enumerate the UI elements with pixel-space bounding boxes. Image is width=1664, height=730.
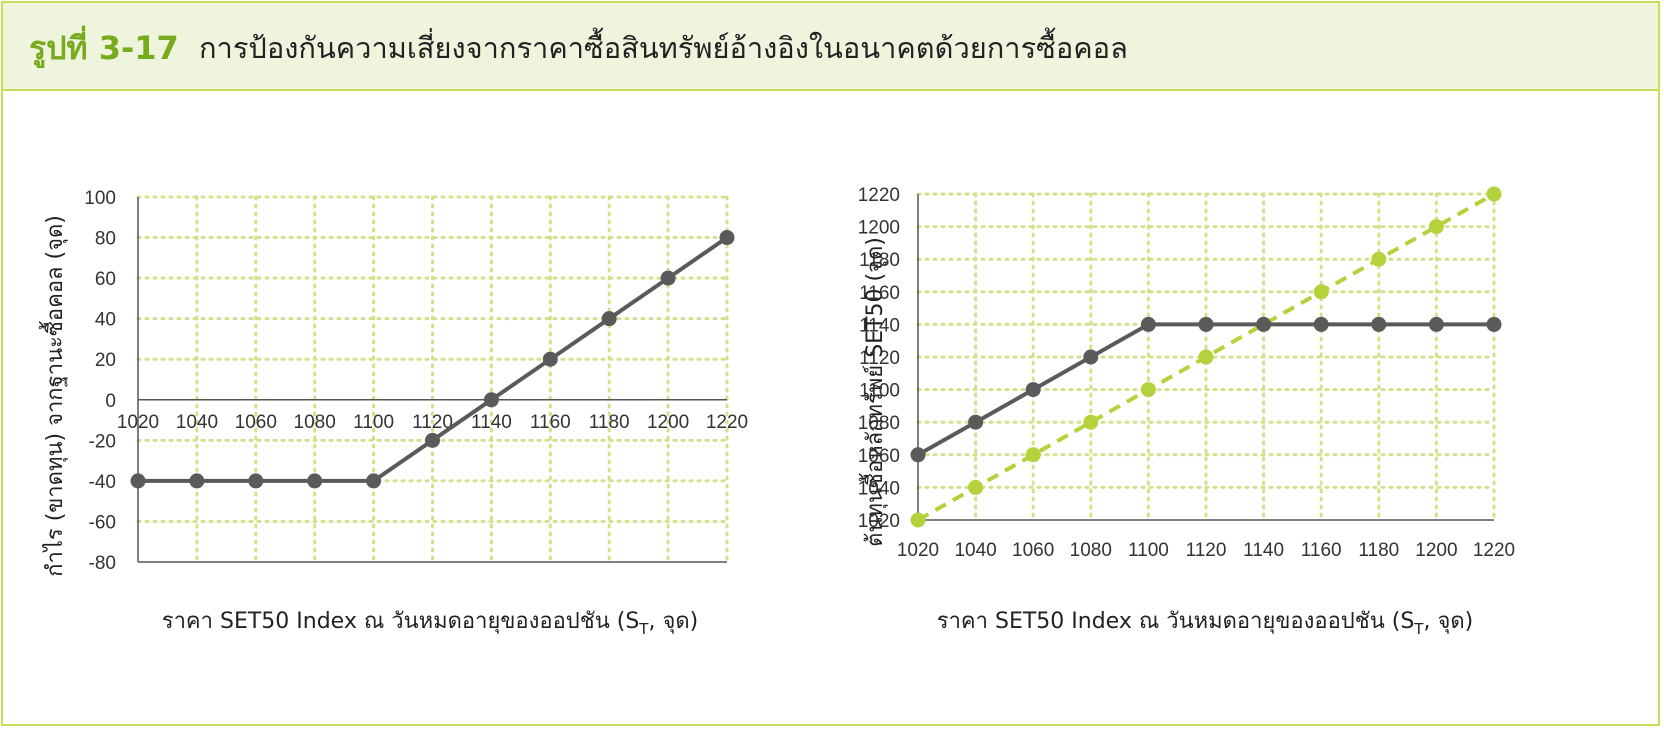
x-tick-label: 1080: [294, 412, 336, 433]
y-tick-label: 1220: [858, 185, 900, 206]
series-0-point: [1313, 316, 1329, 332]
x-tick-label: 1120: [412, 412, 453, 433]
x-tick-label: 1220: [706, 412, 748, 433]
x-tick-label: 1080: [1070, 540, 1112, 561]
series-0-point: [248, 473, 264, 489]
x-tick-label: 1200: [1415, 540, 1457, 561]
series-0-point: [910, 447, 926, 463]
y-tick-label: 1060: [858, 446, 900, 467]
y-tick-label: -60: [89, 512, 116, 533]
series-0-point: [1083, 349, 1099, 365]
y-tick-label: -40: [89, 472, 116, 493]
series-0-point: [1025, 382, 1041, 398]
x-tick-label: 1040: [176, 412, 218, 433]
chart-call-profit: ราคา SET50 Index ณ วันหมดอายุของออปชัน (…: [39, 188, 748, 638]
series-0-point: [1371, 316, 1387, 332]
y-tick-label: 60: [95, 269, 116, 290]
chart-right-xlabel: ราคา SET50 Index ณ วันหมดอายุของออปชัน (…: [937, 609, 1473, 638]
series-0-point: [719, 230, 735, 246]
series-0-point: [1256, 316, 1272, 332]
chart-left-xlabel: ราคา SET50 Index ณ วันหมดอายุของออปชัน (…: [162, 609, 698, 638]
series-1-point: [1428, 219, 1444, 235]
series-1-point: [1313, 284, 1329, 300]
y-tick-label: 80: [95, 229, 116, 250]
series-1-point: [1371, 251, 1387, 267]
y-tick-label: 1200: [858, 218, 900, 239]
chart-1-grid: [916, 192, 1496, 522]
series-0-point: [660, 270, 676, 286]
y-tick-label: 1180: [859, 250, 900, 271]
x-tick-label: 1020: [117, 412, 159, 433]
x-tick-label: 1140: [471, 412, 512, 433]
series-1-point: [1083, 414, 1099, 430]
y-tick-label: 1080: [858, 413, 900, 434]
x-tick-label: 1160: [1301, 540, 1342, 561]
x-tick-label: 1020: [897, 540, 939, 561]
series-0-point: [130, 473, 146, 489]
series-0-point: [366, 473, 382, 489]
x-tick-label: 1160: [530, 412, 571, 433]
series-1-point: [968, 479, 984, 495]
y-tick-label: 40: [95, 310, 116, 331]
x-tick-label: 1200: [647, 412, 689, 433]
y-tick-label: 1100: [859, 381, 900, 402]
x-tick-label: 1140: [1243, 540, 1284, 561]
figure-header: รูปที่ 3-17 การป้องกันความเสี่ยงจากราคาซ…: [3, 3, 1658, 91]
y-tick-label: 0: [105, 391, 116, 412]
figure-number: รูปที่ 3-17: [29, 29, 179, 67]
x-tick-label: 1220: [1473, 540, 1515, 561]
chart-hedge-cost: ราคา SET50 Index ณ วันหมดอายุของออปชัน (…: [858, 185, 1515, 638]
series-0-point: [542, 351, 558, 367]
series-0-point: [425, 432, 440, 448]
x-tick-label: 1120: [1186, 540, 1227, 561]
y-tick-label: 100: [84, 188, 116, 209]
series-0-point: [968, 414, 984, 430]
x-tick-label: 1060: [1012, 540, 1054, 561]
x-tick-label: 1180: [1358, 540, 1399, 561]
series-0-point: [1428, 316, 1444, 332]
y-tick-label: 1140: [859, 315, 900, 336]
series-0-point: [1198, 316, 1214, 332]
y-tick-label: -80: [89, 553, 116, 574]
series-1-point: [910, 512, 926, 528]
y-tick-label: 1160: [859, 283, 900, 304]
y-tick-label: -20: [89, 431, 116, 452]
series-0-point: [189, 473, 205, 489]
series-0-point: [307, 473, 323, 489]
series-1-point: [1486, 186, 1502, 202]
y-tick-label: 1020: [858, 511, 900, 532]
y-tick-label: 1120: [859, 348, 900, 369]
series-1-point: [1025, 447, 1041, 463]
x-tick-label: 1180: [589, 412, 630, 433]
chart-right-ylabel: ต้นทุนซื้อหลักทรัพย์ SET50 (จุด): [859, 237, 888, 547]
y-tick-label: 20: [95, 350, 116, 371]
series-1-point: [1198, 349, 1214, 365]
figure-title: การป้องกันความเสี่ยงจากราคาซื้อสินทรัพย์…: [199, 31, 1128, 65]
x-tick-label: 1100: [1128, 540, 1169, 561]
series-1-point: [1140, 382, 1156, 398]
y-tick-label: 1040: [858, 478, 900, 499]
x-tick-label: 1100: [353, 412, 394, 433]
x-tick-label: 1060: [235, 412, 277, 433]
chart-0-grid: [136, 195, 729, 564]
chart-left-ylabel: กำไร (ขาดทุน) จากฐานะซื้อคอล (จุด): [39, 215, 68, 577]
x-tick-label: 1040: [954, 540, 996, 561]
series-0-point: [1140, 316, 1156, 332]
series-0-point: [1486, 316, 1502, 332]
series-0-point: [601, 311, 617, 327]
series-0-point: [483, 392, 499, 408]
